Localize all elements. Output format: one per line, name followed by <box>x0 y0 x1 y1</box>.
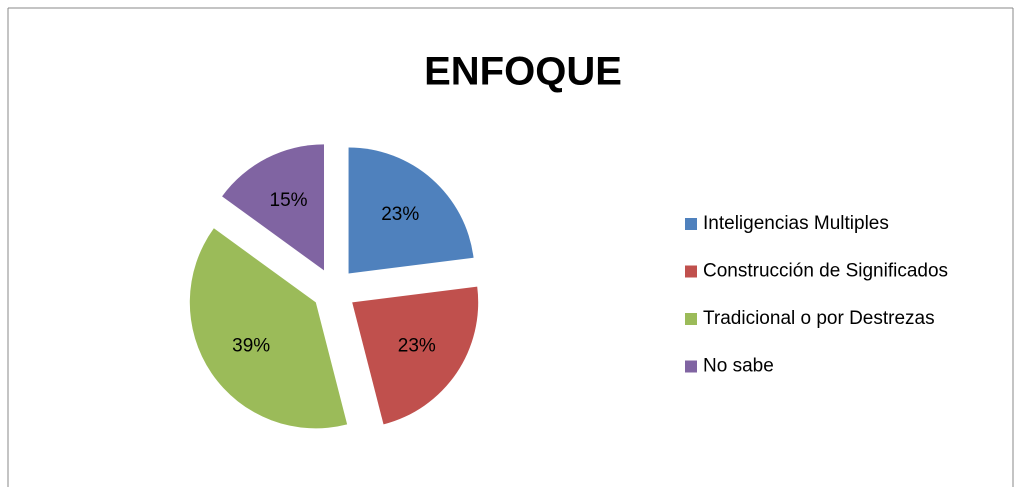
value-label: 23% <box>381 204 419 225</box>
legend-label: Construcción de Significados <box>703 261 948 282</box>
pie-slice <box>352 286 479 425</box>
legend-swatch <box>685 265 697 278</box>
legend-label: No sabe <box>703 356 774 377</box>
value-label: 39% <box>232 335 270 356</box>
legend-swatch <box>685 218 697 230</box>
value-label: 15% <box>270 190 308 211</box>
chart-title: ENFOQUE <box>424 50 622 94</box>
legend-label: Inteligencias Multiples <box>703 213 889 234</box>
pie-slice <box>189 228 348 429</box>
legend-swatch <box>685 313 697 325</box>
value-label: 23% <box>398 335 436 356</box>
pie-slice <box>222 144 325 271</box>
legend-label: Tradicional o por Destrezas <box>703 308 935 329</box>
legend-swatch <box>685 360 697 373</box>
pie-slice <box>348 147 474 274</box>
